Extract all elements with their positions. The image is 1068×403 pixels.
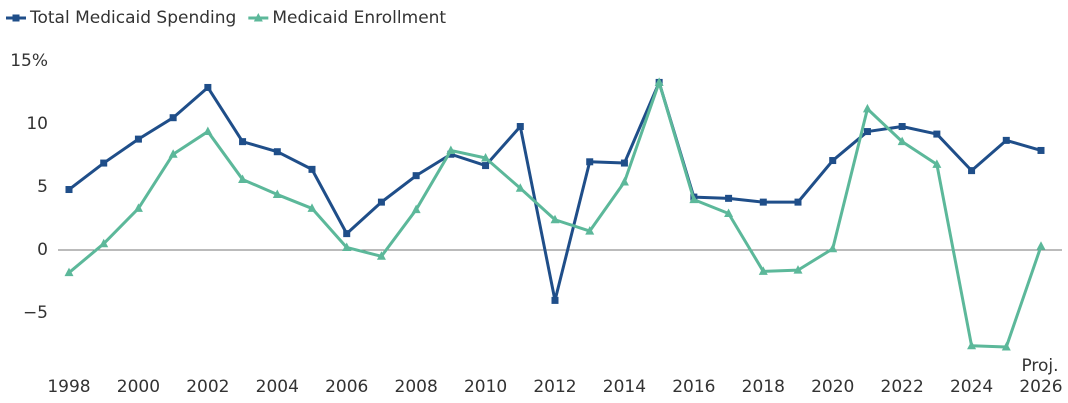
marker	[967, 340, 977, 350]
marker	[933, 130, 941, 138]
marker	[551, 296, 559, 304]
y-tick-label: 0	[37, 240, 48, 260]
marker	[203, 126, 213, 136]
marker	[863, 128, 871, 136]
marker	[411, 204, 421, 214]
marker	[932, 159, 942, 168]
series-line	[68, 80, 1043, 349]
x-tick-label: 2008	[395, 377, 438, 397]
marker	[204, 83, 212, 91]
x-tick-label: 2010	[464, 377, 507, 397]
x-tick-label: 2000	[117, 377, 160, 397]
marker	[829, 157, 837, 165]
y-tick-label: 15%	[10, 51, 48, 71]
series-line	[68, 80, 1042, 302]
marker	[550, 214, 560, 224]
marker	[794, 198, 802, 206]
marker	[481, 153, 491, 162]
marker	[100, 159, 108, 167]
x-tick-label: 2016	[672, 377, 715, 397]
marker	[1001, 342, 1011, 351]
x-tick-label: 2026	[1019, 377, 1062, 397]
marker	[828, 243, 838, 253]
x-tick-label: 2012	[533, 377, 576, 397]
marker	[515, 183, 525, 192]
marker	[342, 242, 352, 251]
marker	[862, 103, 872, 113]
marker	[343, 230, 351, 238]
marker	[759, 198, 767, 206]
marker	[412, 172, 420, 180]
marker	[724, 208, 734, 217]
x-tick-label: 2006	[325, 377, 368, 397]
marker	[168, 149, 178, 158]
x-tick-label: 2004	[256, 377, 299, 397]
marker	[620, 159, 628, 167]
marker	[239, 138, 247, 146]
marker	[482, 162, 490, 170]
x-tick-label: 2014	[603, 377, 646, 397]
x-tick-label: 2024	[950, 377, 993, 397]
legend-marker	[253, 13, 263, 22]
legend-marker	[12, 14, 20, 22]
marker	[376, 251, 386, 260]
x-tick-label: 1998	[47, 377, 90, 397]
marker	[133, 203, 143, 212]
marker	[65, 186, 73, 194]
marker	[516, 123, 524, 131]
legend-label: Medicaid Enrollment	[272, 8, 446, 28]
marker	[64, 267, 74, 277]
marker	[238, 174, 248, 183]
x-tick-label: 2022	[881, 377, 924, 397]
marker	[619, 176, 629, 186]
marker	[1037, 146, 1045, 154]
marker	[793, 265, 803, 274]
y-tick-label: −5	[23, 303, 48, 323]
marker	[307, 203, 317, 212]
marker	[272, 189, 282, 199]
marker	[654, 77, 664, 86]
marker	[446, 145, 456, 154]
y-tick-label: 5	[37, 177, 48, 197]
marker	[1002, 136, 1010, 144]
marker	[585, 226, 595, 235]
annotation: Proj.	[1021, 356, 1058, 376]
marker	[968, 167, 976, 175]
marker	[1036, 241, 1046, 250]
marker	[273, 148, 281, 156]
x-tick-label: 2002	[186, 377, 229, 397]
marker	[447, 150, 455, 158]
x-tick-label: 2020	[811, 377, 854, 397]
marker	[758, 266, 768, 275]
marker	[134, 135, 142, 143]
marker	[897, 136, 907, 146]
marker	[689, 194, 699, 204]
marker	[377, 198, 385, 206]
marker	[169, 114, 177, 122]
marker	[725, 194, 733, 202]
marker	[99, 238, 109, 248]
marker	[308, 165, 316, 173]
y-tick-label: 10	[26, 114, 48, 134]
marker	[586, 158, 594, 166]
marker	[898, 123, 906, 131]
legend-label: Total Medicaid Spending	[29, 8, 236, 28]
x-tick-label: 2018	[742, 377, 785, 397]
